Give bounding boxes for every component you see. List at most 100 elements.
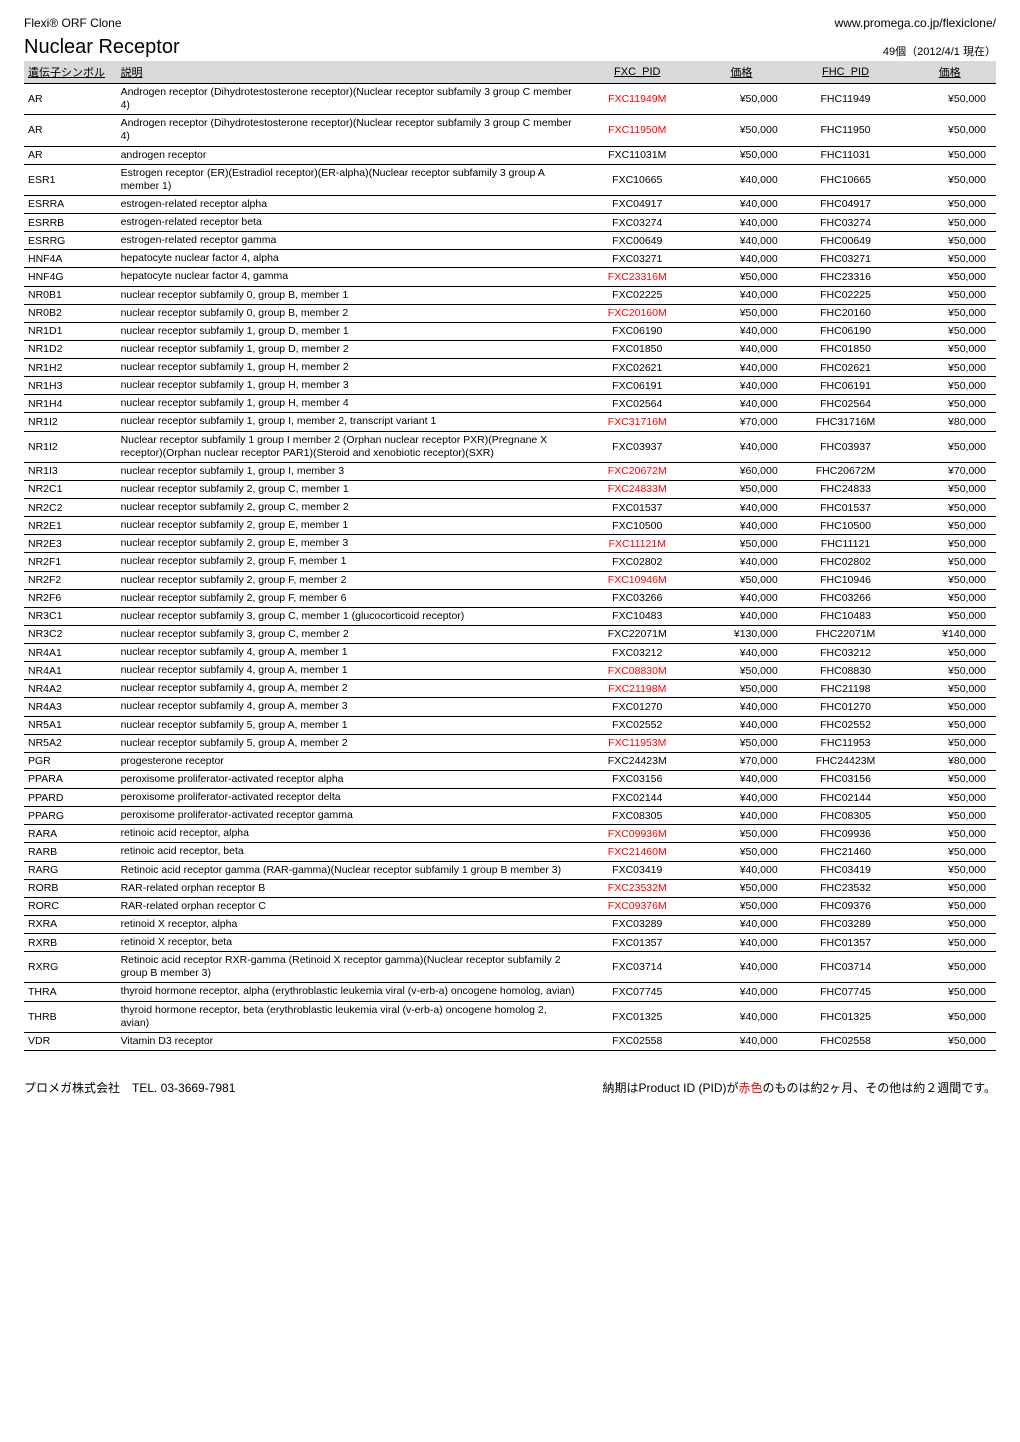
cell-price1: ¥40,000 xyxy=(695,915,788,933)
cell-price1: ¥50,000 xyxy=(695,680,788,698)
col-symbol: 遺伝子シンボル xyxy=(24,61,117,84)
table-row: NR2F2nuclear receptor subfamily 2, group… xyxy=(24,571,996,589)
cell-fxc-pid: FXC20160M xyxy=(579,304,695,322)
cell-fhc-pid: FHC06190 xyxy=(788,322,904,340)
cell-price2: ¥50,000 xyxy=(903,807,996,825)
cell-price2: ¥50,000 xyxy=(903,322,996,340)
cell-symbol: NR2F1 xyxy=(24,553,117,571)
cell-fxc-pid: FXC24833M xyxy=(579,480,695,498)
cell-fhc-pid: FHC10500 xyxy=(788,517,904,535)
cell-symbol: NR4A1 xyxy=(24,662,117,680)
col-price1: 価格 xyxy=(695,61,788,84)
table-row: NR1D1nuclear receptor subfamily 1, group… xyxy=(24,322,996,340)
table-row: NR2F6nuclear receptor subfamily 2, group… xyxy=(24,589,996,607)
cell-description: nuclear receptor subfamily 1, group H, m… xyxy=(117,395,580,413)
cell-description: nuclear receptor subfamily 3, group C, m… xyxy=(117,625,580,643)
cell-fxc-pid: FXC11121M xyxy=(579,535,695,553)
cell-fxc-pid: FXC21460M xyxy=(579,843,695,861)
cell-fxc-pid: FXC02144 xyxy=(579,789,695,807)
cell-fxc-pid: FXC31716M xyxy=(579,413,695,431)
table-row: ESRRAestrogen-related receptor alphaFXC0… xyxy=(24,195,996,213)
cell-fxc-pid: FXC03274 xyxy=(579,214,695,232)
cell-fxc-pid: FXC08305 xyxy=(579,807,695,825)
table-head: 遺伝子シンボル 説明 FXC_PID 価格 FHC_PID 価格 xyxy=(24,61,996,84)
cell-description: nuclear receptor subfamily 1, group I, m… xyxy=(117,413,580,431)
cell-price1: ¥40,000 xyxy=(695,195,788,213)
table-row: RXRAretinoid X receptor, alphaFXC03289¥4… xyxy=(24,915,996,933)
cell-fhc-pid: FHC03271 xyxy=(788,250,904,268)
cell-price1: ¥40,000 xyxy=(695,286,788,304)
cell-price2: ¥50,000 xyxy=(903,879,996,897)
cell-symbol: NR2C1 xyxy=(24,480,117,498)
cell-price1: ¥40,000 xyxy=(695,214,788,232)
cell-fxc-pid: FXC04917 xyxy=(579,195,695,213)
cell-description: androgen receptor xyxy=(117,146,580,164)
cell-price1: ¥40,000 xyxy=(695,499,788,517)
table-row: VDRVitamin D3 receptorFXC02558¥40,000FHC… xyxy=(24,1032,996,1050)
cell-symbol: NR2E1 xyxy=(24,517,117,535)
cell-price1: ¥40,000 xyxy=(695,934,788,952)
cell-fhc-pid: FHC21198 xyxy=(788,680,904,698)
table-row: NR4A2nuclear receptor subfamily 4, group… xyxy=(24,680,996,698)
cell-description: nuclear receptor subfamily 0, group B, m… xyxy=(117,286,580,304)
cell-symbol: NR1D1 xyxy=(24,322,117,340)
cell-fxc-pid: FXC02558 xyxy=(579,1032,695,1050)
cell-symbol: NR5A2 xyxy=(24,734,117,752)
cell-symbol: ESRRA xyxy=(24,195,117,213)
cell-fxc-pid: FXC01537 xyxy=(579,499,695,517)
cell-price2: ¥50,000 xyxy=(903,340,996,358)
cell-description: nuclear receptor subfamily 1, group H, m… xyxy=(117,377,580,395)
cell-description: RAR-related orphan receptor B xyxy=(117,879,580,897)
table-row: NR5A2nuclear receptor subfamily 5, group… xyxy=(24,734,996,752)
cell-fhc-pid: FHC11950 xyxy=(788,115,904,146)
table-row: RARGRetinoic acid receptor gamma (RAR-ga… xyxy=(24,861,996,879)
page-footer: プロメガ株式会社 TEL. 03-3669-7981 納期はProduct ID… xyxy=(24,1079,996,1096)
table-row: ARAndrogen receptor (Dihydrotestosterone… xyxy=(24,115,996,146)
cell-fxc-pid: FXC23532M xyxy=(579,879,695,897)
table-row: NR4A1nuclear receptor subfamily 4, group… xyxy=(24,662,996,680)
cell-fhc-pid: FHC03419 xyxy=(788,861,904,879)
cell-symbol: NR1H3 xyxy=(24,377,117,395)
cell-price1: ¥50,000 xyxy=(695,879,788,897)
cell-fhc-pid: FHC03937 xyxy=(788,431,904,462)
cell-price2: ¥50,000 xyxy=(903,535,996,553)
table-row: NR3C1nuclear receptor subfamily 3, group… xyxy=(24,607,996,625)
cell-price2: ¥50,000 xyxy=(903,825,996,843)
cell-fxc-pid: FXC03419 xyxy=(579,861,695,879)
cell-price1: ¥40,000 xyxy=(695,983,788,1001)
cell-symbol: NR4A2 xyxy=(24,680,117,698)
table-row: ARandrogen receptorFXC11031M¥50,000FHC11… xyxy=(24,146,996,164)
cell-description: nuclear receptor subfamily 2, group C, m… xyxy=(117,480,580,498)
cell-fxc-pid: FXC09936M xyxy=(579,825,695,843)
cell-description: nuclear receptor subfamily 2, group F, m… xyxy=(117,553,580,571)
table-row: RORCRAR-related orphan receptor CFXC0937… xyxy=(24,897,996,915)
cell-price1: ¥40,000 xyxy=(695,770,788,788)
table-row: NR1H4nuclear receptor subfamily 1, group… xyxy=(24,395,996,413)
cell-fhc-pid: FHC01325 xyxy=(788,1001,904,1032)
cell-price2: ¥50,000 xyxy=(903,571,996,589)
cell-price2: ¥50,000 xyxy=(903,84,996,115)
cell-fxc-pid: FXC02564 xyxy=(579,395,695,413)
cell-description: nuclear receptor subfamily 2, group E, m… xyxy=(117,517,580,535)
cell-price2: ¥50,000 xyxy=(903,304,996,322)
cell-fxc-pid: FXC09376M xyxy=(579,897,695,915)
cell-price1: ¥40,000 xyxy=(695,359,788,377)
table-row: ARAndrogen receptor (Dihydrotestosterone… xyxy=(24,84,996,115)
cell-fhc-pid: FHC01357 xyxy=(788,934,904,952)
cell-fhc-pid: FHC03274 xyxy=(788,214,904,232)
cell-fxc-pid: FXC03289 xyxy=(579,915,695,933)
cell-symbol: AR xyxy=(24,146,117,164)
cell-symbol: ESR1 xyxy=(24,164,117,195)
cell-description: nuclear receptor subfamily 0, group B, m… xyxy=(117,304,580,322)
cell-price1: ¥40,000 xyxy=(695,807,788,825)
cell-price1: ¥40,000 xyxy=(695,232,788,250)
cell-fxc-pid: FXC10483 xyxy=(579,607,695,625)
cell-fxc-pid: FXC07745 xyxy=(579,983,695,1001)
cell-symbol: NR5A1 xyxy=(24,716,117,734)
cell-description: Retinoic acid receptor gamma (RAR-gamma)… xyxy=(117,861,580,879)
cell-symbol: RARG xyxy=(24,861,117,879)
cell-description: Nuclear receptor subfamily 1 group I mem… xyxy=(117,431,580,462)
table-row: ESRRGestrogen-related receptor gammaFXC0… xyxy=(24,232,996,250)
cell-symbol: RXRG xyxy=(24,952,117,983)
cell-description: peroxisome proliferator-activated recept… xyxy=(117,770,580,788)
